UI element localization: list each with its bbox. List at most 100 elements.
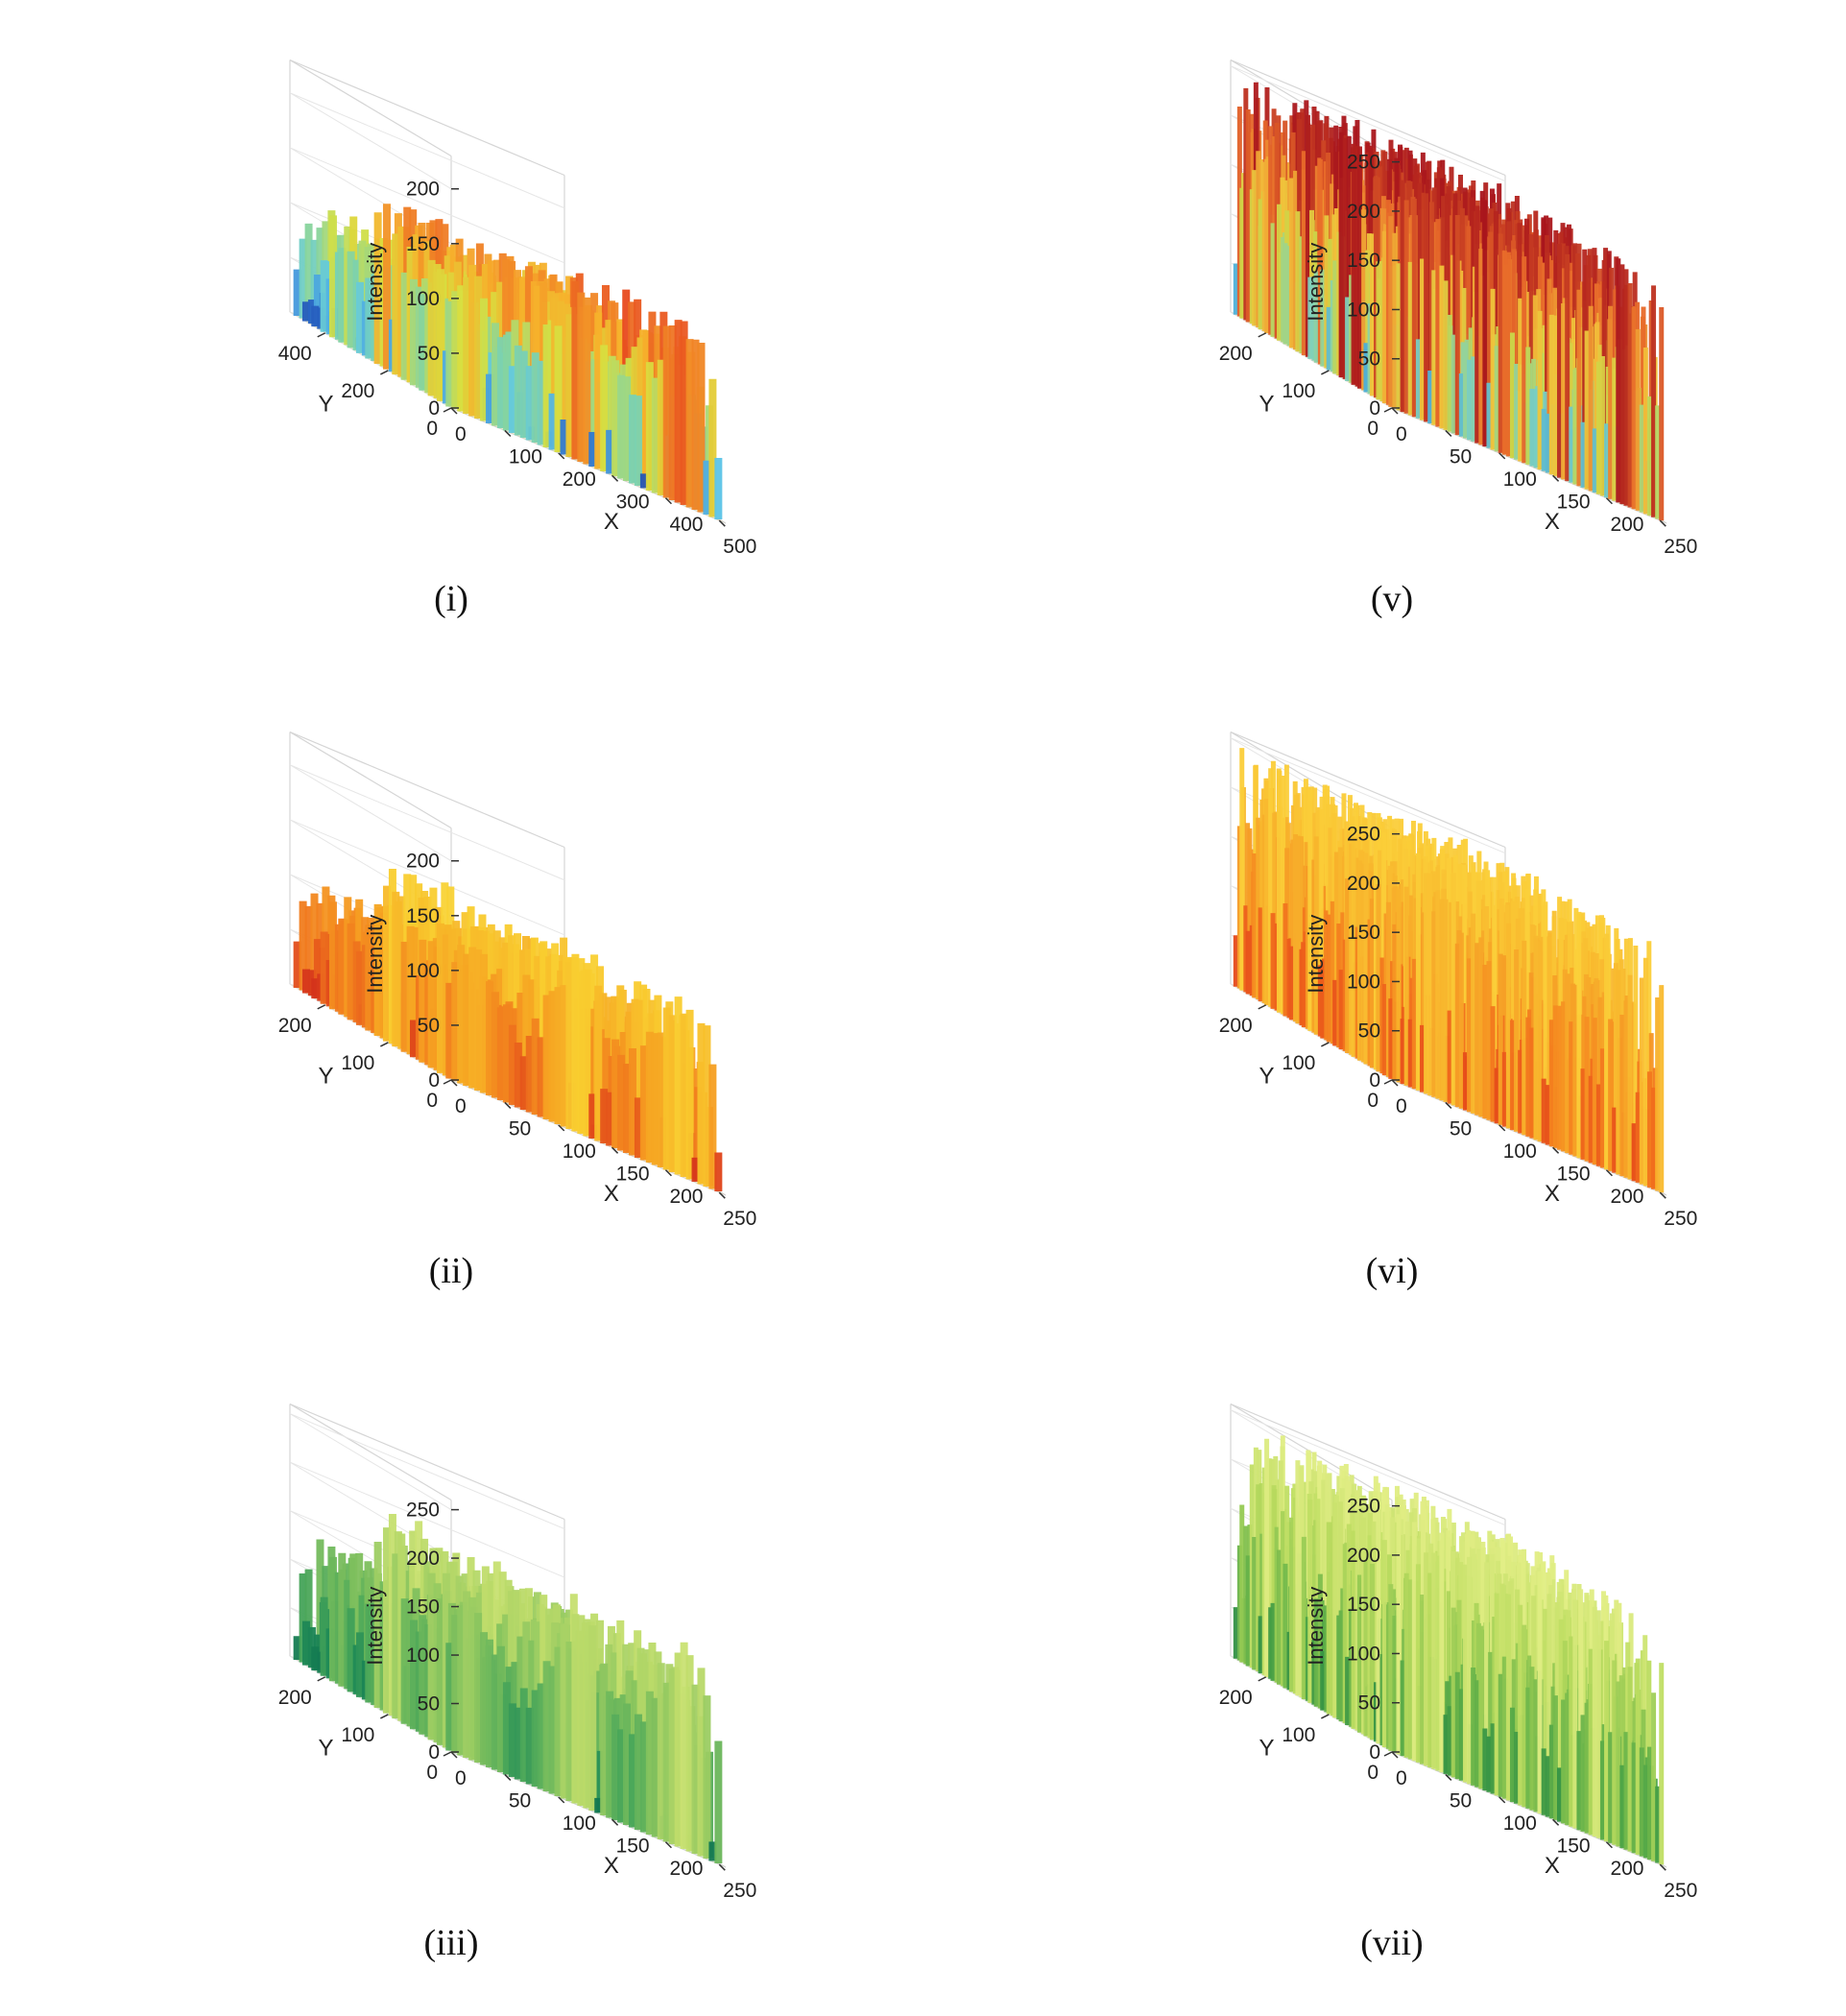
z-tick-label: 200 — [1347, 201, 1380, 223]
x-tick — [1391, 407, 1399, 415]
surface-plot-i: 0 50 100 150 200 0 100 200 300 400 500 0 200 400 X Y Int… — [278, 59, 756, 558]
x-tick-label: 300 — [616, 491, 650, 513]
z-gridline — [289, 92, 565, 209]
x-tick — [611, 1818, 619, 1826]
x-axis-label: X — [1545, 509, 1560, 535]
x-tick — [1552, 474, 1560, 482]
z-axis-label: Intensity — [363, 243, 387, 322]
x-tick — [504, 1101, 512, 1109]
y-tick — [380, 370, 389, 375]
x-tick-label: 0 — [455, 423, 467, 445]
chart-panel-ii: 0 50 100 150 200 0 50 100 150 200 250 0 100 200 X Y Inte… — [0, 672, 902, 1334]
x-tick-label: 50 — [1450, 445, 1472, 468]
y-tick-label: 0 — [426, 418, 438, 440]
z-axis-label: Intensity — [1304, 243, 1328, 322]
x-tick — [1605, 497, 1613, 505]
x-axis-label: X — [604, 509, 619, 535]
y-tick-label: 100 — [341, 1724, 374, 1746]
y-tick — [1383, 407, 1393, 413]
x-tick — [450, 1751, 458, 1759]
z-tick-label: 100 — [406, 960, 440, 982]
z-tick-label: 50 — [1358, 348, 1380, 371]
x-tick-label: 0 — [455, 1095, 467, 1117]
x-tick-label: 200 — [669, 1858, 703, 1880]
axis-box-edge — [1230, 59, 1393, 157]
y-tick — [1321, 370, 1330, 375]
x-tick-label: 0 — [1396, 423, 1407, 445]
y-tick-label: 400 — [278, 343, 312, 365]
surface-plot-ii: 0 50 100 150 200 0 50 100 150 200 250 0 100 200 X Y Inte… — [278, 731, 756, 1230]
z-tick-label: 200 — [406, 851, 440, 873]
x-tick — [611, 474, 619, 482]
z-tick-label: 150 — [406, 1596, 440, 1619]
y-axis-label: Y — [319, 1063, 334, 1089]
y-tick — [443, 407, 452, 413]
z-tick-label: 200 — [406, 179, 440, 201]
x-tick — [718, 1863, 726, 1871]
x-tick — [558, 1796, 565, 1804]
x-tick — [664, 1169, 672, 1177]
x-tick — [504, 429, 512, 437]
z-gridline — [289, 147, 565, 264]
y-tick-label: 200 — [1219, 343, 1253, 365]
x-tick — [558, 452, 565, 460]
z-tick-label: 50 — [418, 343, 440, 365]
axis-box-edge — [289, 1403, 565, 1521]
y-tick-label: 0 — [1367, 418, 1379, 440]
axis-box-edge — [289, 59, 452, 157]
x-tick — [1498, 452, 1506, 460]
axis-box-edge — [289, 59, 565, 177]
z-tick-label: 0 — [1369, 397, 1380, 420]
surface-plot-v: 0 50 100 150 200 250 0 50 100 150 200 250 0 100 200 X Y I… — [1219, 59, 1697, 558]
y-tick — [317, 1004, 326, 1010]
z-tick-label: 250 — [1347, 152, 1380, 174]
x-tick-label: 200 — [1610, 514, 1643, 536]
chart-panel-vi: 0 50 100 150 200 250 0 50 100 150 200 250 0 100 200 X Y I… — [941, 672, 1843, 1334]
chart-panel-v: 0 50 100 150 200 250 0 50 100 150 200 250 0 100 200 X Y I… — [941, 0, 1843, 662]
x-tick — [664, 1841, 672, 1849]
x-tick — [450, 407, 458, 415]
x-tick-label: 500 — [723, 536, 756, 558]
x-tick — [504, 1773, 512, 1781]
z-tick-label: 50 — [418, 1693, 440, 1716]
caption-ii: (ii) — [428, 1251, 474, 1291]
z-tick-label: 50 — [418, 1015, 440, 1037]
y-tick-label: 100 — [1282, 380, 1315, 402]
axis-box-edge — [450, 1079, 727, 1196]
y-tick — [443, 1751, 452, 1757]
axis-box-edge — [1230, 59, 1506, 177]
x-tick — [718, 519, 726, 527]
x-tick — [558, 1124, 565, 1132]
chart-panel-iii: 0 50 100 150 200 250 0 50 100 150 200 250 0 100 200 X Y I… — [0, 1344, 902, 2006]
z-tick-label: 100 — [406, 1644, 440, 1667]
x-tick — [611, 1146, 619, 1154]
x-tick — [1445, 429, 1452, 437]
x-axis-label: X — [604, 1181, 619, 1207]
z-tick-label: 150 — [406, 233, 440, 255]
y-tick — [380, 1714, 389, 1719]
z-tick-label: 0 — [428, 1741, 440, 1764]
z-gridline — [289, 1413, 565, 1530]
surface-plot-iii: 0 50 100 150 200 250 0 50 100 150 200 250 0 100 200 X Y I… — [278, 1403, 756, 1902]
y-tick-label: 100 — [341, 1052, 374, 1074]
z-tick-label: 0 — [428, 397, 440, 420]
z-gridline — [289, 819, 565, 936]
z-tick-label: 250 — [406, 1500, 440, 1522]
x-tick — [1659, 519, 1666, 527]
z-tick-label: 200 — [406, 1548, 440, 1570]
y-tick — [317, 332, 326, 338]
x-tick-label: 250 — [723, 1208, 756, 1230]
z-axis-label: Intensity — [363, 1587, 387, 1666]
x-tick-label: 150 — [1557, 491, 1591, 513]
z-gridline — [1230, 737, 1506, 854]
x-tick-label: 50 — [509, 1789, 531, 1812]
x-tick-label: 400 — [669, 514, 703, 536]
y-tick — [1258, 332, 1267, 338]
y-tick-label: 0 — [426, 1762, 438, 1784]
surface-plot-vi: 0501001502002500501001502002500100200XYI… — [1219, 731, 1697, 1230]
z-gridline — [289, 1461, 565, 1578]
z-tick-label: 100 — [406, 288, 440, 310]
y-tick — [317, 1676, 326, 1682]
x-tick-label: 100 — [563, 1140, 596, 1163]
chart-panel-i: 0 50 100 150 200 0 100 200 300 400 500 0 200 400 X Y Int… — [0, 0, 902, 662]
